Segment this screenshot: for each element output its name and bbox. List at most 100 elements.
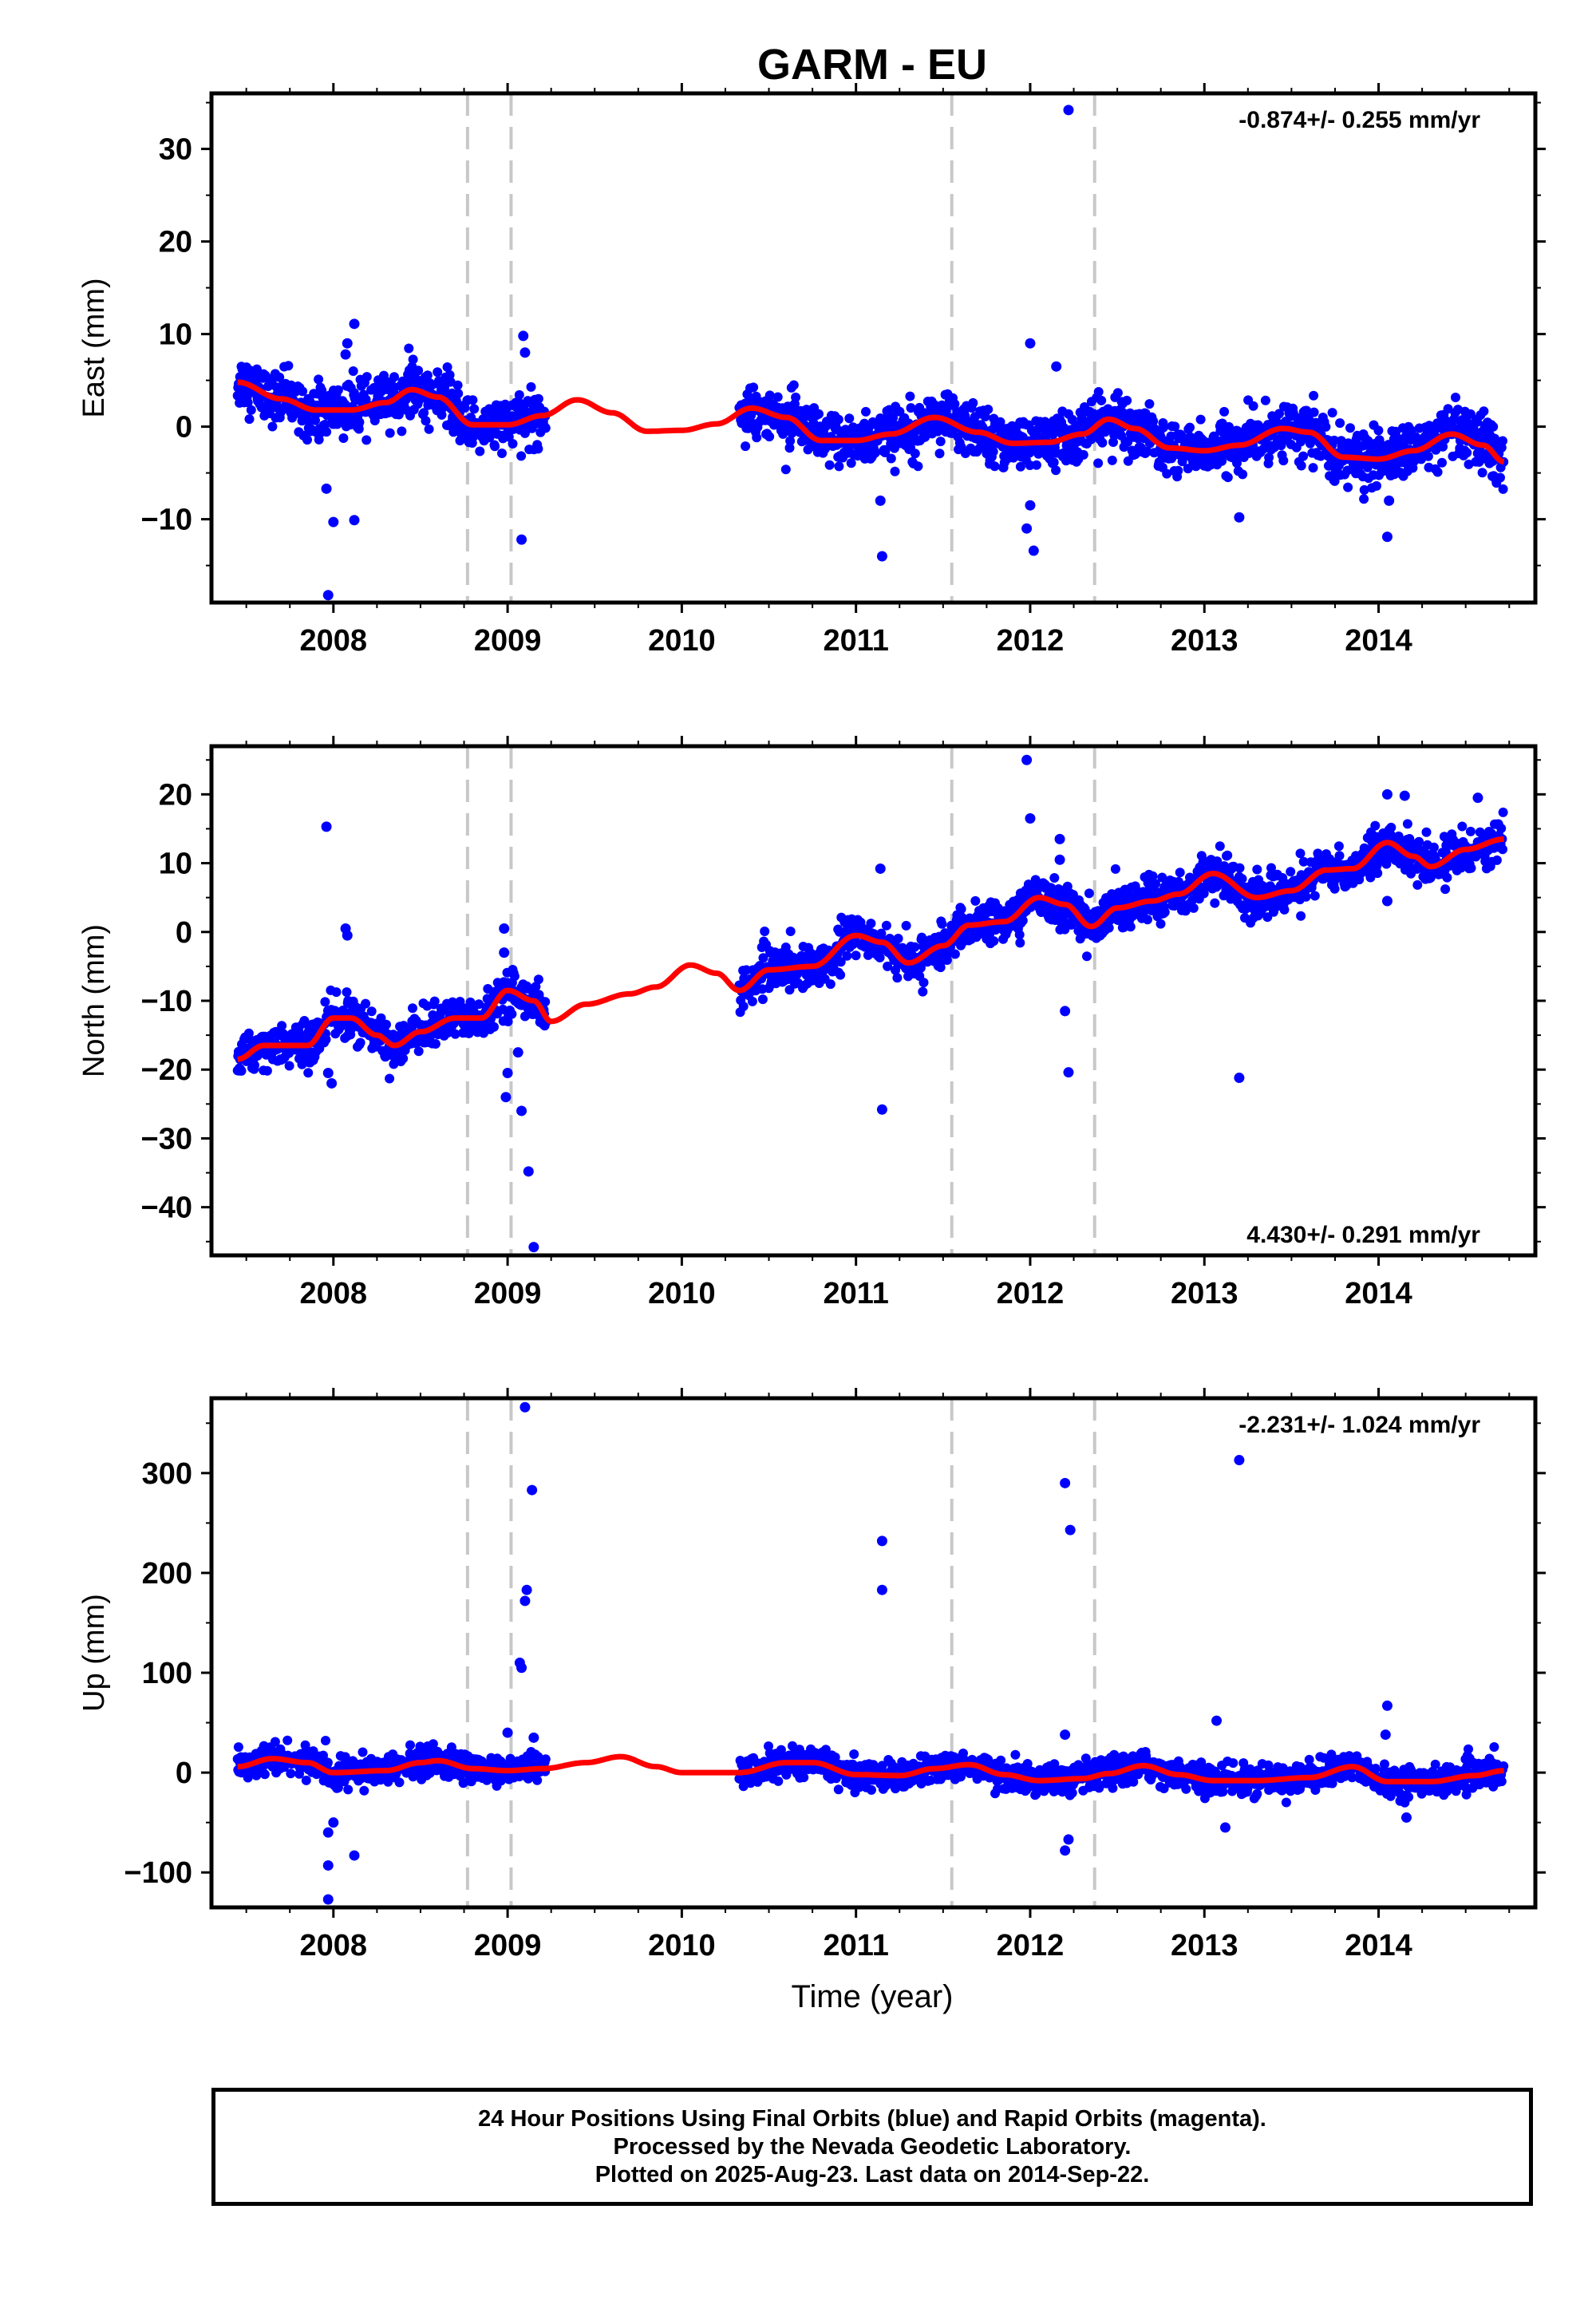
data-point [282, 1735, 293, 1745]
data-point [1015, 461, 1025, 472]
panel-up: 2008 2009 2010 2011 2012 2013 2014−10001002003… [77, 1388, 1546, 1962]
data-point [444, 370, 455, 380]
data-point [1144, 399, 1155, 409]
outlier-point [523, 1166, 534, 1177]
data-point [1386, 822, 1396, 832]
data-point [836, 957, 846, 967]
data-point [1156, 919, 1166, 929]
outlier-point [502, 1068, 513, 1079]
outlier-point [1381, 788, 1393, 800]
data-point [532, 1775, 543, 1785]
data-point [361, 998, 371, 1009]
data-point [490, 441, 500, 452]
data-point [1412, 879, 1423, 890]
data-point [398, 1053, 409, 1064]
data-point [917, 932, 927, 943]
data-point [1462, 448, 1472, 458]
outlier-point [1051, 361, 1062, 372]
data-point [1238, 469, 1248, 480]
data-point [1310, 891, 1320, 901]
data-point [251, 364, 262, 374]
data-point [514, 389, 524, 400]
data-point [469, 404, 480, 414]
data-point [1359, 484, 1369, 495]
data-point [1108, 437, 1118, 447]
outlier-point [322, 590, 334, 601]
data-point [314, 374, 324, 385]
data-point [303, 1068, 314, 1078]
data-point [1159, 422, 1168, 433]
data-point [405, 1740, 415, 1750]
data-point [1438, 441, 1448, 452]
data-point [233, 1742, 243, 1753]
y-tick-label: 10 [159, 318, 192, 352]
data-point [1449, 414, 1460, 425]
data-point [749, 382, 759, 393]
data-point [1491, 855, 1502, 865]
data-point [950, 949, 960, 959]
data-point [1329, 435, 1339, 445]
outlier-point [1234, 512, 1245, 523]
data-point [883, 961, 893, 971]
data-point [448, 427, 459, 437]
rate-label: -0.874+/- 0.255 mm/yr [1238, 107, 1480, 133]
outlier-point [349, 515, 360, 526]
data-point [1125, 922, 1136, 932]
data-point [338, 433, 349, 443]
data-point [846, 458, 856, 468]
data-point [834, 461, 844, 472]
data-point [1373, 425, 1384, 436]
data-point [1237, 874, 1247, 884]
data-point [785, 927, 796, 936]
data-point [741, 965, 752, 975]
data-point [905, 391, 915, 401]
data-point [780, 464, 791, 475]
data-point [1370, 820, 1381, 831]
y-tick-label: −30 [141, 1122, 192, 1156]
panel-north: 2008 2009 2010 2011 2012 2013 2014−40−30−20−10… [77, 736, 1546, 1310]
data-point [1215, 841, 1225, 852]
data-point [990, 461, 1000, 472]
data-point [348, 366, 358, 376]
outlier-point [322, 1068, 334, 1079]
data-point [1279, 904, 1290, 915]
data-point [1345, 423, 1355, 433]
data-point [1335, 418, 1345, 429]
chart-title: GARM - EU [757, 41, 987, 89]
y-axis-label: Up (mm) [77, 1594, 111, 1712]
data-point [283, 361, 294, 371]
outlier-point [499, 923, 510, 934]
data-point [1443, 404, 1453, 414]
data-point [1051, 465, 1061, 476]
data-point [355, 1037, 365, 1048]
data-point [1498, 844, 1507, 855]
outlier-point [1472, 792, 1483, 804]
data-point [784, 443, 795, 453]
data-point [430, 1039, 440, 1049]
outlier-point [349, 318, 360, 330]
data-point [870, 448, 880, 458]
data-point [833, 414, 843, 425]
data-point [342, 987, 352, 998]
outlier-point [500, 1092, 512, 1103]
data-point [422, 370, 433, 381]
outlier-point [1025, 338, 1036, 349]
data-point [747, 996, 757, 1006]
data-point [453, 389, 464, 399]
data-point [1309, 390, 1319, 401]
data-point [1096, 395, 1107, 405]
data-point [1296, 460, 1306, 471]
data-point [913, 461, 923, 472]
outlier-point [1234, 1073, 1245, 1084]
data-point [1049, 873, 1060, 883]
data-point [980, 412, 990, 421]
data-point [474, 999, 484, 1010]
data-point [408, 1772, 418, 1782]
data-point [935, 962, 946, 973]
data-point [1451, 393, 1460, 402]
plot-area [232, 93, 1509, 603]
data-point [785, 436, 796, 446]
outlier-point [876, 1104, 887, 1115]
y-tick-label: 30 [159, 133, 192, 167]
data-point [531, 982, 541, 992]
